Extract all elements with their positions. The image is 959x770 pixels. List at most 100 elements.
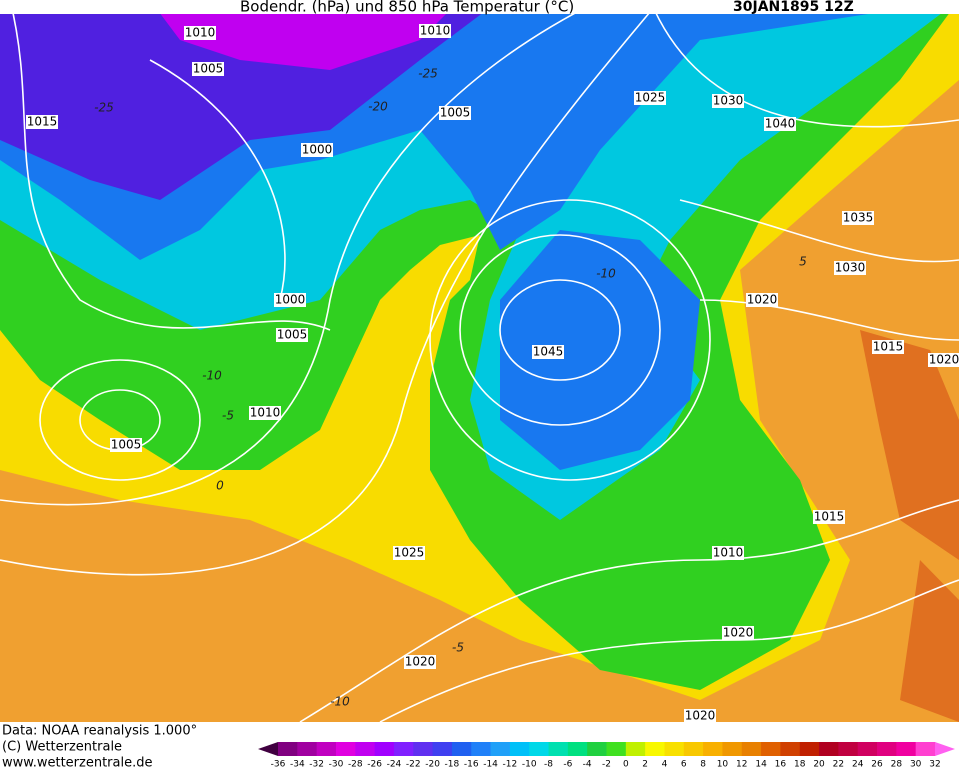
isobar-label-box <box>764 117 796 131</box>
colorbar-tick-label: -2 <box>602 760 611 770</box>
colorbar-swatch <box>509 742 530 756</box>
colorbar-swatch <box>374 742 395 756</box>
isobar-label-box <box>419 24 451 38</box>
colorbar-swatch <box>877 742 897 756</box>
isobar-label: 1005 <box>193 62 224 76</box>
isobar-label-box <box>393 546 425 560</box>
hot-area <box>860 330 959 722</box>
colorbar-tick-label: 8 <box>700 760 706 770</box>
temperature-label: -5 <box>222 409 234 423</box>
isobar-label-box <box>634 91 666 105</box>
isobar-label-box <box>722 626 754 640</box>
colorbar-tick-label: 32 <box>929 760 940 770</box>
colorbar-tick-label: -24 <box>387 760 402 770</box>
isobar-label: 1005 <box>277 328 308 342</box>
colorbar-swatch <box>896 742 917 756</box>
colorbar-swatch <box>587 742 607 756</box>
isobar-label: 1030 <box>713 94 744 108</box>
isobar-label-box <box>532 345 564 359</box>
isobar-label: 1020 <box>747 293 778 307</box>
isobar-label: 1010 <box>713 546 744 560</box>
colorbar-swatch <box>297 742 318 756</box>
colorbar-tick-label: -22 <box>406 760 421 770</box>
colorbar-tick-label: 12 <box>736 760 747 770</box>
isobar <box>0 0 661 576</box>
isobar-label: 1000 <box>302 143 333 157</box>
isobar-label-box <box>26 115 58 129</box>
colorbar-tick-label: -16 <box>464 760 479 770</box>
temperature-label: 0 <box>216 479 224 493</box>
colorbar-tick-label: 16 <box>775 760 787 770</box>
isobar-label-box <box>301 143 333 157</box>
colorbar-tick-label: 4 <box>662 760 668 770</box>
colorbar-tick-label: -32 <box>309 760 324 770</box>
temperature-label: -25 <box>94 101 114 115</box>
colorbar-tick-label: 26 <box>871 760 883 770</box>
isobar-label-box <box>746 293 778 307</box>
temperature-label: -10 <box>596 267 616 281</box>
isobar-label-box <box>813 510 845 524</box>
extreme-cold-area <box>150 0 460 70</box>
colorbar-swatch <box>780 742 801 756</box>
colorbar: -36 -34 -32 -30 -28 -26 -24 -22 -20 -18 -16 -14 -12-… <box>258 742 955 770</box>
isobar-label: 1015 <box>814 510 845 524</box>
colorbar-arrow <box>258 742 278 756</box>
colorbar-tick-label: -26 <box>367 760 382 770</box>
temperature-label: -20 <box>368 100 388 114</box>
colorbar-tick-label: -30 <box>329 760 344 770</box>
isobar <box>149 59 286 301</box>
colorbar-swatch <box>664 742 685 756</box>
isobar <box>299 499 959 723</box>
isobar-label-box <box>872 340 904 354</box>
isobar-label-box <box>274 293 306 307</box>
temperature-label: -10 <box>330 695 350 709</box>
isobar-label: 1010 <box>250 406 281 420</box>
map-date: 30JAN1895 12Z <box>733 0 854 15</box>
isobar <box>499 279 621 381</box>
colorbar-tick-label: -12 <box>503 760 518 770</box>
colorbar-swatch <box>683 742 704 756</box>
copyright-note: (C) Wetterzentrale <box>2 740 122 755</box>
colorbar-tick-label: -34 <box>290 760 305 770</box>
source-note: Data: NOAA reanalysis 1.000° <box>2 724 197 739</box>
isobar-label-box <box>712 546 744 560</box>
isobar-label: 1020 <box>929 353 959 367</box>
colorbar-swatch <box>529 742 550 756</box>
temperature-label: -5 <box>452 641 464 655</box>
colorbar-tick-label: 20 <box>813 760 825 770</box>
colorbar-tick-label: -14 <box>483 760 498 770</box>
colorbar-arrow <box>935 742 955 756</box>
url-note: www.wetterzentrale.de <box>2 756 152 770</box>
colorbar-tick-label: -8 <box>544 760 553 770</box>
isobar-label: 1040 <box>765 117 796 131</box>
colorbar-swatch <box>838 742 859 756</box>
colorbar-tick-label: 6 <box>681 760 687 770</box>
colorbar-tick-label: -18 <box>445 760 460 770</box>
colorbar-swatch <box>355 742 376 756</box>
isobar-label: 1005 <box>440 106 471 120</box>
colorbar-swatch <box>645 742 665 756</box>
colorbar-swatch <box>335 742 356 756</box>
colorbar-tick-label: -28 <box>348 760 363 770</box>
colorbar-tick-label: -4 <box>583 760 592 770</box>
colorbar-tick-label: 14 <box>755 760 767 770</box>
colorbar-swatch <box>451 742 472 756</box>
colorbar-tick-label: -20 <box>425 760 440 770</box>
colorbar-swatch <box>741 742 762 756</box>
colorbar-tick-label: 2 <box>642 760 648 770</box>
colorbar-swatch <box>548 742 569 756</box>
isobar-label: 1010 <box>185 26 216 40</box>
isobar <box>699 299 959 341</box>
temperature-label: -10 <box>202 369 222 383</box>
isobar-label: 1030 <box>835 261 866 275</box>
colorbar-swatch <box>703 742 723 756</box>
colorbar-swatch <box>471 742 492 756</box>
isobar <box>39 359 201 481</box>
map-labels: 1010 1010 1005 1015 1005 1000 1025 1030 1040 1035… <box>26 24 959 723</box>
isobar-label: 1010 <box>420 24 451 38</box>
temperature-label: 5 <box>799 255 807 269</box>
isobar-label-box <box>276 328 308 342</box>
isobars <box>0 0 959 723</box>
isobar <box>0 0 601 506</box>
